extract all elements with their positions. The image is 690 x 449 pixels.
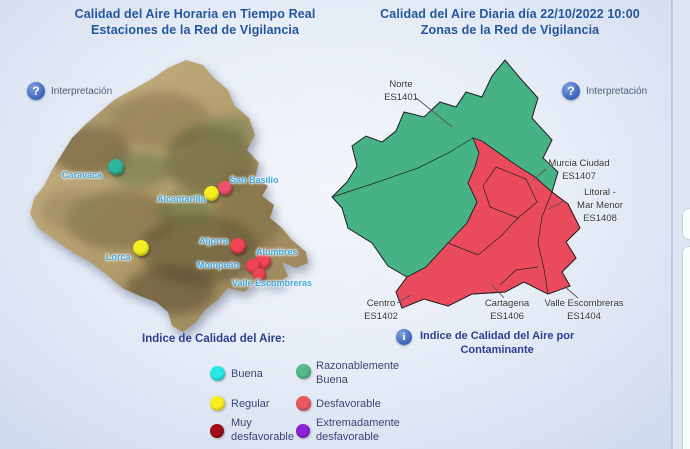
zone-label-norte: Norte ES1401: [377, 78, 425, 104]
zone-name: Cartagena: [484, 298, 530, 309]
zone-borders: [331, 137, 553, 295]
zone-code: ES1406: [490, 311, 524, 322]
right-title-line1: Calidad del Aire Diaria día 22/10/2022 1…: [380, 7, 640, 21]
legend-label-muy-desfavorable: Muy desfavorable: [231, 417, 294, 443]
info-icon: i: [396, 329, 412, 345]
legend-label-regular: Regular: [231, 398, 270, 410]
legend-label-razonablemente-buena: Razonablemente Buena: [316, 360, 400, 386]
pollutant-index-button[interactable]: i Indice de Calidad del Aire por Contami…: [396, 329, 608, 357]
stations-terrain-map[interactable]: [20, 55, 320, 345]
legend-label-desfavorable: Desfavorable: [316, 398, 381, 410]
side-panel-card[interactable]: [682, 246, 690, 449]
question-mark-icon: ?: [562, 82, 580, 100]
zone-code: ES1407: [562, 171, 596, 182]
station-dot-alcantarilla[interactable]: [204, 186, 219, 201]
legend-label-buena: Buena: [231, 368, 263, 380]
zone-label-murcia-ciudad: Murcia Ciudad ES1407: [543, 157, 615, 183]
right-interpretation-button[interactable]: ? Interpretación: [562, 82, 647, 100]
zone-code: ES1408: [583, 213, 617, 224]
zone-label-centro: Centro ES1402: [360, 297, 402, 323]
station-dot-lorca[interactable]: [133, 240, 149, 256]
station-label-aljorra: Aljorra: [199, 236, 229, 246]
zone-name: Murcia Ciudad: [548, 158, 610, 169]
zone-name: Litoral -: [584, 187, 616, 198]
station-label-alumbres: Alumbres: [256, 247, 298, 257]
zone-code: ES1401: [384, 92, 418, 103]
right-panel-title: Calidad del Aire Diaria día 22/10/2022 1…: [355, 6, 665, 38]
station-dot-valle-escombreras[interactable]: [253, 268, 266, 281]
zone-name: Norte: [389, 79, 413, 90]
pollutant-index-label: Indice de Calidad del Aire por Contamina…: [420, 329, 574, 357]
zone-label-pointers: [396, 96, 579, 304]
zone-code: ES1404: [567, 311, 601, 322]
zone-name-line2: Mar Menor: [577, 200, 623, 211]
question-mark-icon: ?: [27, 82, 45, 100]
side-panel-card[interactable]: [682, 208, 690, 240]
legend-label-extremadamente-desfavorable: Extremadamente desfavorable: [316, 417, 400, 443]
panel-divider: [671, 0, 673, 449]
left-panel-title: Calidad del Aire Horaria en Tiempo Real …: [30, 6, 360, 38]
zone-label-cartagena: Cartagena ES1406: [478, 297, 536, 323]
station-dot-san-basilio[interactable]: [218, 181, 232, 195]
legend-dot-buena: [210, 366, 225, 381]
zone-code: ES1402: [364, 311, 398, 322]
pollutant-index-line1: Indice de Calidad del Aire por: [420, 330, 575, 342]
right-interpretation-label: Interpretación: [586, 85, 648, 97]
station-label-mompean: Mompeán: [197, 260, 240, 270]
station-label-alcantarilla: Alcantarilla: [157, 194, 206, 204]
station-dot-caravaca[interactable]: [108, 159, 124, 175]
pollutant-index-line2: Contaminante: [460, 344, 534, 356]
left-title-line1: Calidad del Aire Horaria en Tiempo Real: [74, 7, 316, 21]
station-label-caravaca: Caravaca: [62, 170, 103, 180]
zone-name: Valle Escombreras: [544, 298, 624, 309]
legend-dot-desfavorable: [296, 396, 311, 411]
zone-name: Centro: [366, 298, 396, 309]
legend-dot-extremadamente-desfavorable: [296, 424, 310, 438]
zone-label-valle-escombreras: Valle Escombreras ES1404: [540, 297, 628, 323]
zone-label-litoral-mar-menor: Litoral - Mar Menor ES1408: [565, 186, 635, 225]
station-label-valle-escombreras: Valle Escombreras: [232, 278, 313, 288]
station-label-san-basilio: San Basilio: [230, 175, 279, 185]
left-interpretation-button[interactable]: ? Interpretación: [27, 82, 112, 100]
station-dot-aljorra[interactable]: [230, 238, 246, 254]
left-title-line2: Estaciones de la Red de Vigilancia: [90, 23, 300, 37]
zone-region-red[interactable]: [395, 137, 581, 309]
legend-dot-muy-desfavorable: [210, 424, 224, 438]
legend-dot-regular: [210, 396, 225, 411]
legend-dot-razonablemente-buena: [296, 364, 311, 379]
right-title-line2: Zonas de la Red de Vigilancia: [420, 23, 600, 37]
zones-map[interactable]: [330, 55, 590, 315]
left-interpretation-label: Interpretación: [51, 85, 113, 97]
station-label-lorca: Lorca: [106, 252, 131, 262]
legend-title: Indice de Calidad del Aire:: [142, 333, 286, 345]
